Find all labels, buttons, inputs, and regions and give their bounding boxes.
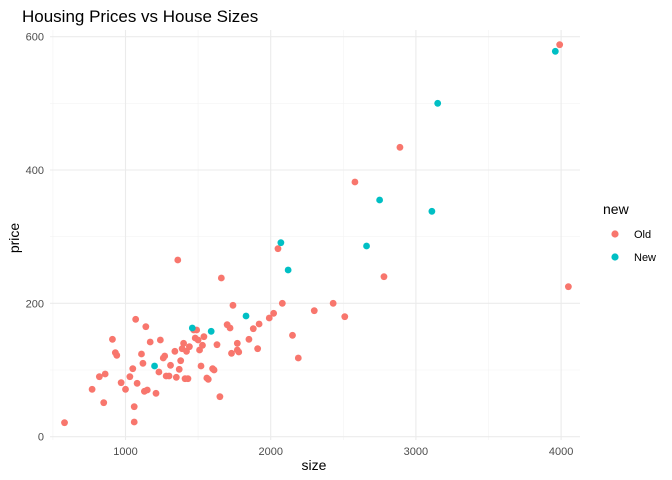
point-old: [139, 359, 147, 367]
point-old: [161, 352, 169, 360]
point-old: [200, 333, 208, 341]
point-old: [146, 338, 154, 346]
point-old: [341, 313, 349, 321]
point-old: [185, 343, 193, 351]
y-tick-label: 600: [26, 32, 44, 44]
y-tick-label: 400: [26, 165, 44, 177]
legend: new Old New: [603, 201, 656, 264]
y-tick-label: 200: [26, 298, 44, 310]
point-new: [428, 207, 436, 215]
point-old: [564, 283, 572, 291]
point-old: [310, 307, 318, 315]
point-old: [289, 331, 296, 339]
point-old: [229, 301, 237, 309]
point-old: [197, 362, 205, 370]
point-old: [380, 273, 388, 281]
point-old: [132, 315, 140, 323]
legend-key-old: [611, 230, 619, 238]
point-new: [207, 327, 215, 335]
point-old: [228, 349, 235, 357]
point-new: [188, 324, 196, 332]
legend-key-new: [611, 253, 619, 261]
y-tick-labels: 0 200 400 600: [26, 32, 44, 444]
point-old: [235, 348, 243, 356]
point-old: [265, 314, 273, 322]
legend-title: new: [603, 201, 630, 217]
point-old: [245, 335, 253, 343]
y-tick-label: 0: [38, 432, 44, 444]
point-old: [175, 365, 183, 373]
point-old: [233, 339, 241, 347]
x-tick-label: 1000: [113, 446, 137, 458]
point-old: [117, 379, 125, 387]
point-old: [138, 350, 145, 358]
point-old: [217, 274, 225, 282]
x-tick-label: 3000: [404, 446, 428, 458]
point-old: [329, 299, 337, 307]
point-new: [551, 47, 559, 55]
point-old: [152, 389, 160, 397]
x-tick-label: 4000: [549, 446, 573, 458]
point-new: [363, 242, 370, 250]
point-old: [130, 403, 138, 411]
point-old: [109, 335, 116, 343]
x-tick-labels: 1000 2000 3000 4000: [113, 446, 573, 458]
point-old: [61, 419, 68, 427]
point-old: [204, 375, 212, 383]
point-old: [171, 347, 179, 355]
point-old: [255, 320, 263, 328]
point-new: [242, 312, 250, 320]
point-old: [156, 336, 164, 344]
chart-title: Housing Prices vs House Sizes: [22, 7, 258, 26]
point-old: [177, 357, 185, 365]
point-new: [434, 99, 442, 107]
point-old: [184, 375, 192, 383]
legend-label-new: New: [634, 252, 656, 264]
point-new: [277, 239, 285, 247]
point-old: [199, 341, 206, 349]
legend-label-old: Old: [634, 229, 651, 241]
point-new: [376, 196, 384, 204]
point-new: [151, 362, 158, 370]
point-old: [88, 385, 96, 393]
data-points: [61, 41, 572, 427]
point-old: [274, 245, 282, 253]
point-old: [101, 370, 109, 378]
point-old: [142, 323, 150, 331]
point-old: [210, 366, 218, 374]
x-tick-label: 2000: [258, 446, 282, 458]
point-old: [143, 386, 151, 394]
point-old: [351, 178, 359, 186]
point-old: [167, 361, 174, 369]
point-old: [254, 345, 262, 353]
x-axis-title: size: [302, 457, 327, 473]
point-old: [249, 325, 257, 333]
point-old: [216, 393, 224, 401]
point-old: [180, 339, 187, 347]
point-old: [556, 41, 564, 49]
point-old: [194, 336, 202, 344]
point-old: [126, 373, 134, 381]
point-old: [133, 379, 141, 387]
point-old: [113, 351, 121, 359]
point-new: [284, 266, 292, 274]
point-old: [95, 373, 103, 381]
point-old: [226, 324, 234, 332]
point-old: [294, 354, 302, 362]
grid: [50, 30, 580, 440]
point-old: [155, 368, 163, 376]
point-old: [396, 143, 404, 151]
point-old: [172, 373, 180, 381]
point-old: [100, 399, 108, 407]
point-old: [122, 385, 129, 393]
point-old: [270, 309, 278, 317]
y-axis-title: price: [6, 223, 22, 254]
point-old: [129, 365, 137, 373]
point-old: [278, 299, 286, 307]
point-old: [174, 256, 182, 264]
point-old: [213, 341, 221, 349]
point-old: [165, 372, 173, 380]
point-old: [130, 418, 138, 426]
